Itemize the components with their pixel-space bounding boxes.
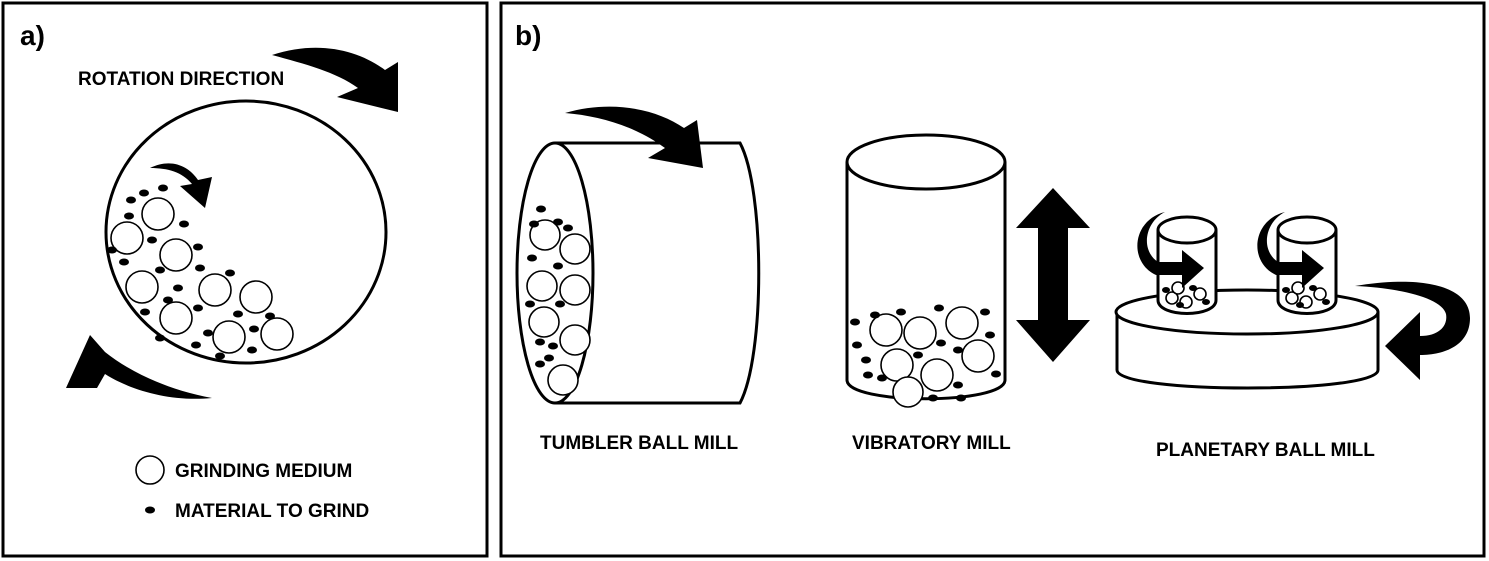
vibration-arrow-icon (1016, 188, 1090, 362)
grinding-media-a (110, 197, 294, 354)
grinding-ball (559, 324, 591, 356)
grinding-ball (260, 317, 294, 351)
grinding-ball (212, 320, 246, 354)
grinding-ball (547, 364, 579, 396)
inner-rotation-arrow-icon (150, 163, 212, 208)
legend-material-icon (145, 506, 155, 514)
grinding-ball (903, 316, 937, 350)
grinding-ball (198, 273, 232, 307)
rotation-direction-label: ROTATION DIRECTION (78, 69, 284, 90)
grinding-ball (239, 280, 273, 314)
legend: GRINDING MEDIUM MATERIAL TO GRIND (135, 455, 369, 522)
grinding-media-vibratory (869, 306, 995, 408)
grinding-ball (526, 270, 558, 302)
tumbler-end-face (515, 141, 595, 405)
panel-b-frame (499, 1, 1486, 558)
grinding-ball (559, 274, 591, 306)
grinding-ball (528, 306, 560, 338)
panel-a: a) ROTATION DIRECTION (1, 1, 489, 558)
panel-a-frame (1, 1, 489, 558)
vibratory-mill: VIBRATORY MILL (845, 133, 1090, 454)
material-grains-vibratory (850, 304, 1001, 402)
grinding-ball (110, 221, 144, 255)
legend-material-label: MATERIAL TO GRIND (175, 501, 369, 522)
tumbler-ball-mill-label: TUMBLER BALL MILL (540, 433, 738, 454)
jar-2-contents (1282, 281, 1330, 309)
planetary-disc-top (1114, 288, 1380, 336)
grinding-ball (920, 358, 954, 392)
grinding-ball (892, 376, 924, 408)
material-grains-a (107, 184, 275, 360)
panel-b-label: b) (515, 20, 541, 51)
jar-1-contents (1162, 281, 1210, 309)
planetary-jar-2-top (1276, 215, 1338, 245)
vibratory-top (845, 133, 1007, 191)
grinding-ball (529, 219, 561, 251)
vibratory-mill-label: VIBRATORY MILL (852, 433, 1011, 454)
grinding-ball (559, 233, 591, 265)
grinding-media-tumbler (526, 219, 591, 396)
grinding-drum (104, 99, 388, 365)
grinding-ball (869, 313, 903, 347)
grinding-ball (159, 301, 193, 335)
rotation-arrow-bottom-icon (66, 335, 212, 399)
planetary-jar-1-top (1156, 215, 1218, 245)
tumbler-rotation-arrow-icon (565, 106, 703, 168)
tumbler-ball-mill: TUMBLER BALL MILL (515, 106, 761, 454)
legend-grinding-medium-label: GRINDING MEDIUM (175, 461, 352, 482)
rotation-arrow-top-icon (272, 47, 398, 112)
disc-rotation-arrow-icon (1355, 281, 1470, 380)
jar-2-rotation-arrow-icon (1257, 212, 1324, 288)
material-grains-tumbler (525, 205, 573, 368)
panel-b: b) (499, 1, 1486, 558)
planetary-ball-mill: PLANETARY BALL MILL (1114, 212, 1470, 461)
grinding-ball (159, 238, 193, 272)
grinding-ball (945, 306, 979, 340)
grinding-ball (125, 270, 159, 304)
legend-grinding-medium-icon (135, 455, 165, 485)
tumbler-body (555, 141, 761, 405)
grinding-ball (141, 197, 175, 231)
jar-1-rotation-arrow-icon (1137, 212, 1204, 288)
planetary-ball-mill-label: PLANETARY BALL MILL (1156, 440, 1375, 461)
grinding-ball (961, 339, 995, 373)
panel-a-label: a) (20, 20, 45, 51)
